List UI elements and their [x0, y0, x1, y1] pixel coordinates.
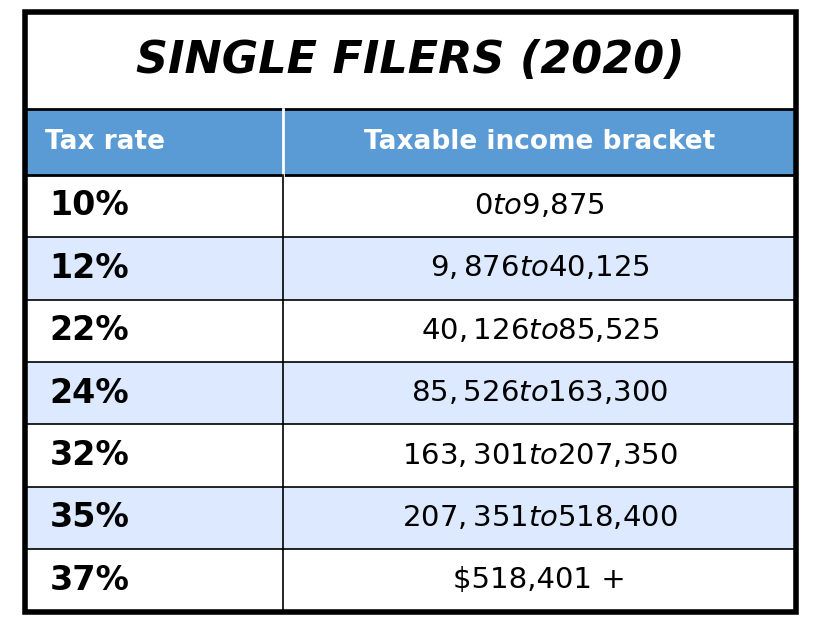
- Bar: [25, 424, 796, 487]
- Text: $163,301 to $207,350: $163,301 to $207,350: [402, 442, 677, 469]
- Bar: [25, 362, 796, 424]
- Text: 22%: 22%: [49, 314, 129, 347]
- Text: $40,126 to $85,525: $40,126 to $85,525: [420, 317, 659, 344]
- Text: 10%: 10%: [49, 190, 129, 222]
- Text: $518,401 +: $518,401 +: [453, 567, 626, 594]
- Text: $207,351 to $518,400: $207,351 to $518,400: [402, 504, 677, 532]
- Text: 24%: 24%: [49, 377, 129, 409]
- Text: $0 to $9,875: $0 to $9,875: [475, 192, 605, 220]
- Text: $85,526 to $163,300: $85,526 to $163,300: [411, 379, 668, 407]
- Text: Tax rate: Tax rate: [45, 129, 165, 155]
- Text: $9,876 to $40,125: $9,876 to $40,125: [430, 255, 649, 282]
- Text: Taxable income bracket: Taxable income bracket: [365, 129, 715, 155]
- Bar: [25, 487, 796, 549]
- Text: 12%: 12%: [49, 252, 129, 285]
- Bar: [25, 237, 796, 300]
- Text: SINGLE FILERS (2020): SINGLE FILERS (2020): [136, 39, 685, 82]
- Text: 32%: 32%: [49, 439, 129, 472]
- Text: 37%: 37%: [49, 564, 129, 597]
- Text: 35%: 35%: [49, 502, 129, 534]
- Bar: [25, 549, 796, 612]
- Bar: [25, 300, 796, 362]
- Bar: [25, 175, 796, 237]
- Bar: [25, 109, 796, 175]
